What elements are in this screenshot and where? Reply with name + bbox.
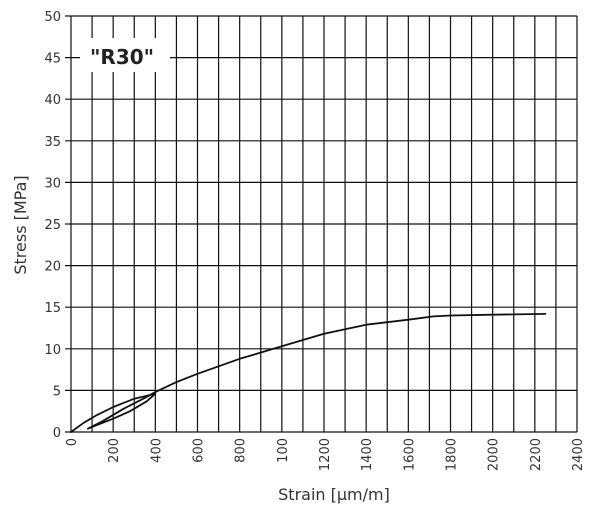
x-tick-label: 1800 [445,438,460,471]
x-tick-label: 100 [276,438,291,463]
grid [65,15,578,433]
annotation-box: "R30" [80,38,170,72]
y-tick-label: 20 [44,260,61,275]
x-tick-label: 1400 [360,438,375,471]
y-tick-label: 15 [44,301,61,316]
y-tick-label: 40 [44,93,61,108]
x-tick-label: 2200 [529,438,544,471]
annotation-label: "R30" [90,45,154,69]
y-tick-label: 45 [44,52,61,67]
x-tick-label: 400 [149,438,164,463]
x-tick-label: 2400 [571,438,586,471]
y-tick-label: 10 [44,343,61,358]
x-tick-label: 2000 [487,438,502,471]
y-axis-title: Stress [MPa] [11,175,30,274]
y-tick-label: 35 [44,135,61,150]
x-tick-labels: 0 200 400 600 800 100 1200 1400 1600 1800 2000 2200… [65,438,586,471]
y-tick-label: 30 [44,176,61,191]
y-tick-labels: 0 5 10 15 20 25 30 35 40 45 50 [44,10,61,441]
y-tick-label: 25 [44,218,61,233]
y-tick-label: 50 [44,10,61,25]
y-tick-label: 5 [53,384,61,399]
x-tick-label: 800 [234,438,249,463]
series-line [70,312,547,433]
x-axis-title: Strain [μm/m] [278,485,390,504]
x-tick-label: 1200 [318,438,333,471]
x-tick-label: 1600 [402,438,417,471]
x-tick-label: 600 [192,438,207,463]
x-tick-label: 0 [65,438,80,446]
series-layer [70,312,547,433]
x-tick-label: 200 [107,438,122,463]
y-tick-label: 0 [53,426,61,441]
